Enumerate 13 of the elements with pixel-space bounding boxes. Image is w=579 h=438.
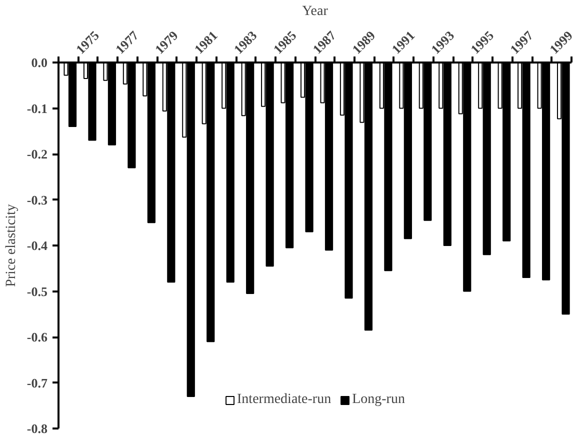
y-tick-label: 0.0 [31,55,48,70]
y-tick-label: -0.3 [26,192,48,208]
y-tick-label: -0.6 [26,330,48,344]
y-tick-label: -0.5 [26,284,48,299]
y-axis-title: Price elasticity [4,204,19,287]
legend-label: Long-run [352,392,405,408]
y-tick-label: -0.8 [26,421,48,436]
y-tick-label: -0.4 [26,238,48,253]
x-axis-title: Year [302,4,328,19]
y-tick-label: -0.2 [26,146,48,162]
legend-label: Intermediate-run [237,392,332,408]
y-tick-label: -0.7 [26,375,48,390]
y-tick-label: -0.1 [26,100,48,116]
